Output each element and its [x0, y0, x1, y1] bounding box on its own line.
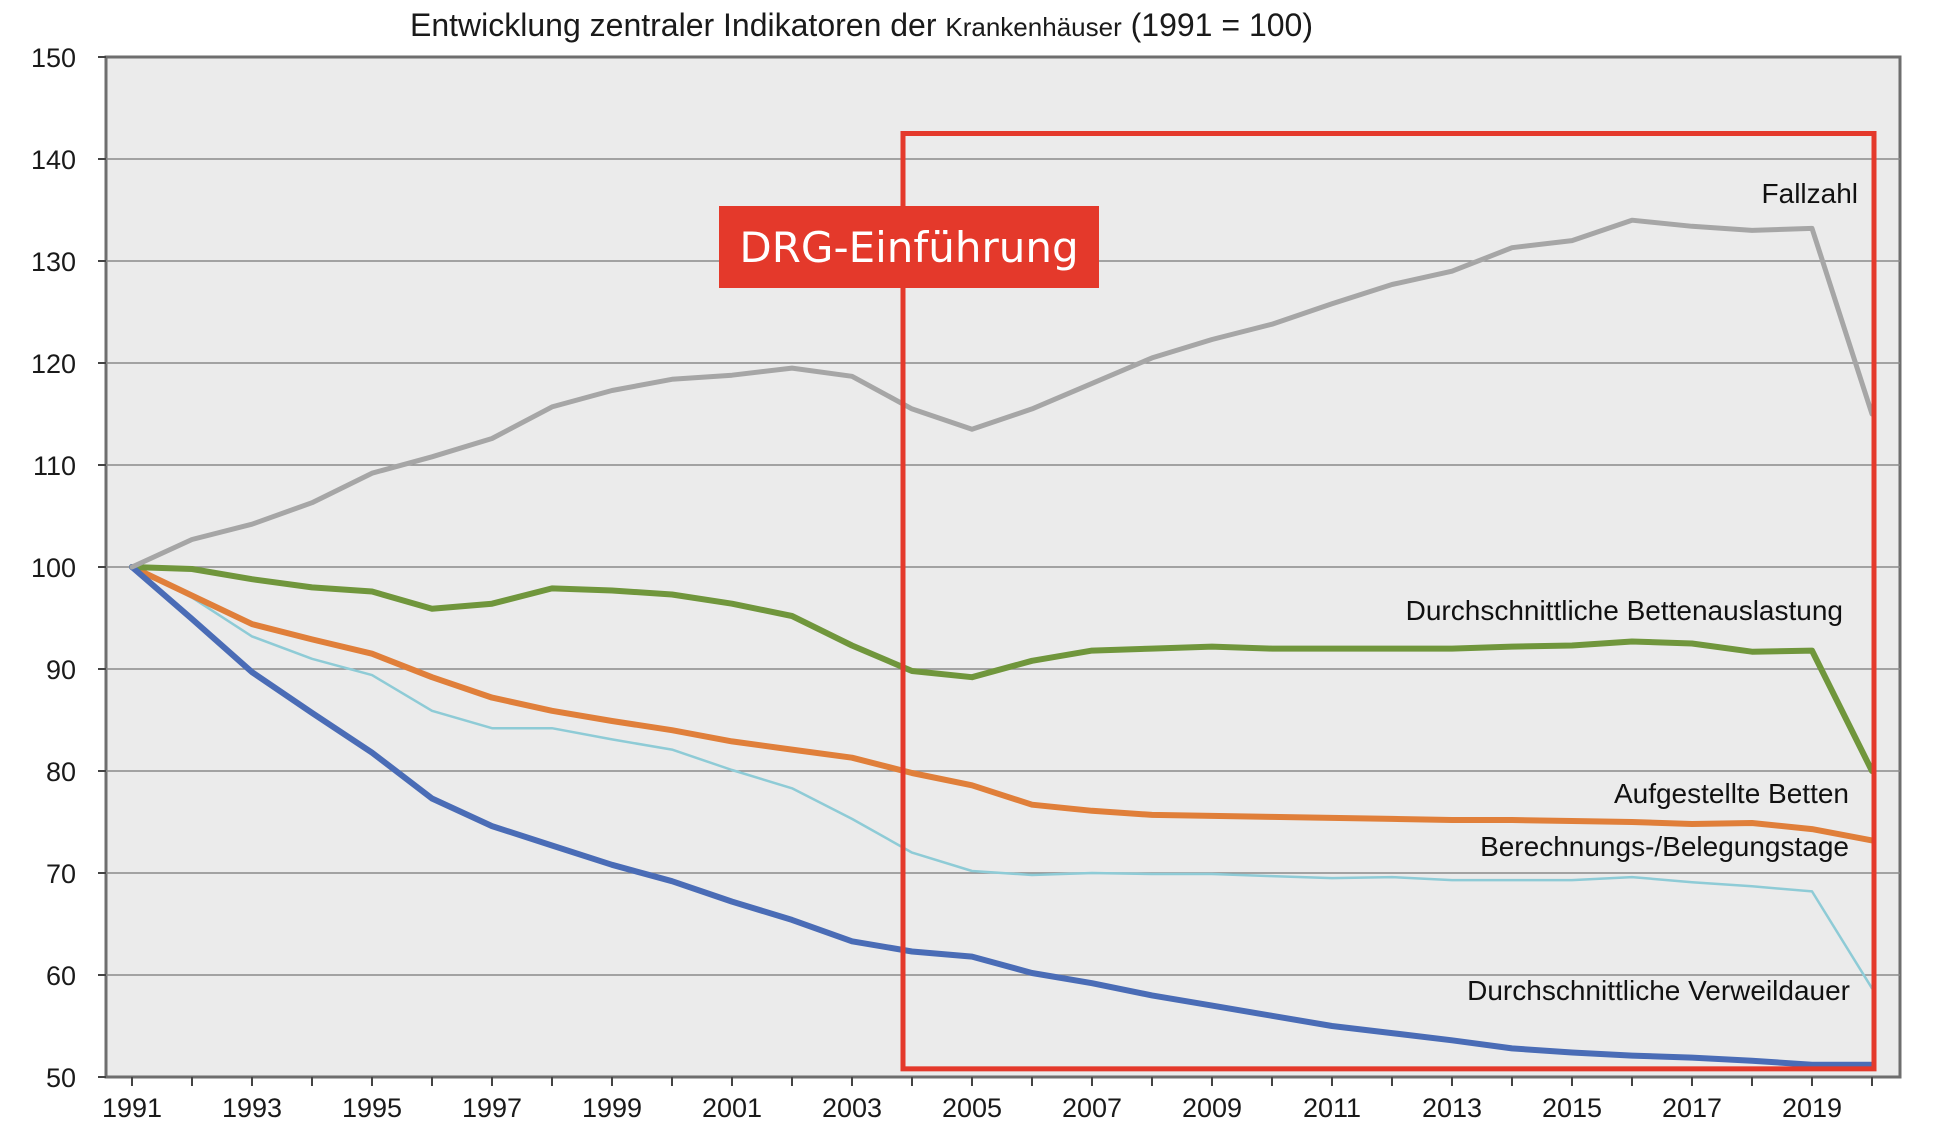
x-tick-label: 1991	[102, 1093, 162, 1123]
series-lines	[129, 217, 1875, 1068]
x-tick-label: 1995	[342, 1093, 402, 1123]
x-tick-label: 2013	[1422, 1093, 1482, 1123]
chart-title: Entwicklung zentraler Indikatoren der Kr…	[410, 7, 1313, 43]
y-tick-label: 70	[46, 859, 76, 889]
y-tick-label: 120	[31, 349, 76, 379]
drg-label: DRG-Einführung	[739, 223, 1078, 272]
series-line-0	[129, 217, 1875, 570]
x-tick-label: 2017	[1662, 1093, 1722, 1123]
series-labels: Fallzahl Durchschnittliche Bettenauslastu…	[1406, 178, 1858, 1006]
x-tick-label: 2015	[1542, 1093, 1602, 1123]
series-line-2	[129, 564, 1875, 844]
series-line-3	[130, 565, 1874, 990]
tick-labels: 150 140 130 120 110 100 90 80 70 60 50 1991 1993 1995…	[31, 43, 1842, 1123]
series-label-1: Durchschnittliche Bettenauslastung	[1406, 595, 1843, 626]
series-line-4	[129, 564, 1875, 1068]
x-tick-label: 1993	[222, 1093, 282, 1123]
chart-title-small: Krankenhäuser	[945, 12, 1122, 42]
series-label-4: Durchschnittliche Verweildauer	[1467, 975, 1850, 1006]
y-tick-label: 50	[46, 1063, 76, 1093]
chart-title-main: Entwicklung zentraler Indikatoren der	[410, 7, 945, 43]
y-tick-label: 90	[46, 655, 76, 685]
drg-label-box	[719, 206, 1099, 288]
drg-annotation: DRG-Einführung	[719, 131, 1877, 1072]
series-label-0: Fallzahl	[1762, 178, 1858, 209]
y-tick-label: 60	[46, 961, 76, 991]
axis-ticks	[98, 56, 1873, 1086]
chart-title-suffix: (1991 = 100)	[1122, 7, 1313, 43]
drg-frame	[900, 131, 1877, 1072]
x-tick-label: 2019	[1782, 1093, 1842, 1123]
series-line-1	[129, 564, 1875, 774]
x-tick-label: 2007	[1062, 1093, 1122, 1123]
y-tick-label: 140	[31, 145, 76, 175]
x-tick-label: 1999	[582, 1093, 642, 1123]
x-tick-label: 2009	[1182, 1093, 1242, 1123]
x-tick-label: 2011	[1303, 1093, 1361, 1123]
x-tick-label: 2003	[822, 1093, 882, 1123]
y-tick-label: 150	[31, 43, 76, 73]
y-tick-label: 110	[33, 451, 76, 481]
y-tick-label: 80	[46, 757, 76, 787]
y-tick-label: 100	[31, 553, 76, 583]
x-tick-label: 2001	[702, 1093, 762, 1123]
series-label-3: Berechnungs-/Belegungstage	[1480, 831, 1849, 862]
x-tick-label: 1997	[462, 1093, 522, 1123]
x-tick-label: 2005	[942, 1093, 1002, 1123]
y-tick-label: 130	[31, 247, 76, 277]
series-label-2: Aufgestellte Betten	[1614, 778, 1849, 809]
